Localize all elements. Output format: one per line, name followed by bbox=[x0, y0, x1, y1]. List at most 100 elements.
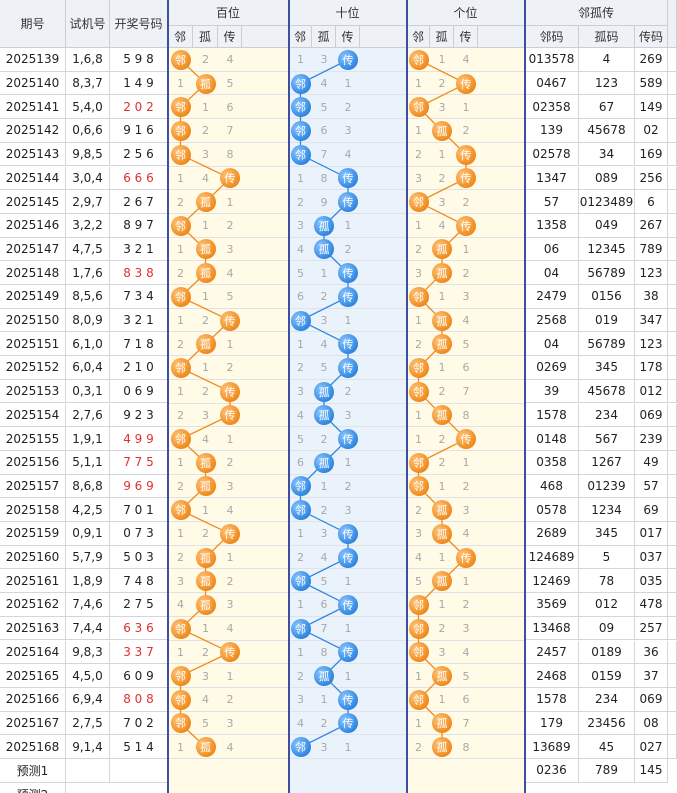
draw-cell: 8 3 8 bbox=[110, 261, 168, 285]
miss-count: 8 bbox=[462, 740, 470, 754]
header-lgc-sub-0: 邻码 bbox=[525, 26, 579, 48]
zone-row-line bbox=[168, 758, 289, 759]
draw-cell: 7 0 1 bbox=[110, 498, 168, 522]
lin-code-cell: 13468 bbox=[525, 616, 579, 641]
chuan-code-cell: 08 bbox=[635, 711, 668, 736]
miss-count: 1 bbox=[297, 645, 304, 659]
miss-count: 1 bbox=[202, 100, 209, 114]
ball-chuan-icon: 传 bbox=[456, 215, 476, 236]
miss-count: 1 bbox=[226, 337, 234, 351]
period-cell: 2025162 bbox=[0, 593, 66, 617]
miss-count: 1 bbox=[438, 148, 446, 162]
miss-count: 1 bbox=[177, 77, 184, 91]
chuan-code-cell: 069 bbox=[635, 687, 668, 712]
extra-cell bbox=[668, 403, 677, 428]
chuan-code-cell: 012 bbox=[635, 379, 668, 404]
draw-cell: 7 1 8 bbox=[110, 332, 168, 357]
miss-count: 5 bbox=[320, 574, 328, 588]
miss-count: 5 bbox=[226, 77, 234, 91]
miss-count: 3 bbox=[177, 574, 184, 588]
miss-count: 2 bbox=[415, 503, 422, 517]
lin-code-cell: 2457 bbox=[525, 640, 579, 665]
miss-count: 2 bbox=[438, 385, 446, 399]
ball-lin-icon: 邻 bbox=[290, 737, 311, 758]
miss-count: 5 bbox=[462, 337, 470, 351]
draw-cell: 3 2 1 bbox=[110, 308, 168, 333]
miss-count: 2 bbox=[177, 479, 184, 493]
miss-count: 2 bbox=[320, 290, 328, 304]
chuan-code-cell: 257 bbox=[635, 616, 668, 641]
period-cell: 2025158 bbox=[0, 498, 66, 522]
miss-count: 1 bbox=[344, 740, 352, 754]
miss-count: 4 bbox=[462, 314, 470, 328]
miss-count: 1 bbox=[226, 669, 234, 683]
miss-count: 2 bbox=[415, 148, 422, 162]
draw-cell: 8 0 8 bbox=[110, 687, 168, 712]
ball-lin-icon: 邻 bbox=[170, 713, 191, 734]
trial-cell: 5,4,0 bbox=[66, 95, 110, 120]
miss-count: 1 bbox=[297, 53, 304, 67]
ball-lin-icon: 邻 bbox=[408, 642, 429, 663]
ball-lin-icon: 邻 bbox=[290, 73, 311, 94]
draw-cell: 2 7 5 bbox=[110, 593, 168, 617]
ball-gu-icon: 孤 bbox=[432, 666, 452, 687]
miss-count: 1 bbox=[177, 242, 184, 256]
draw-cell: 1 4 9 bbox=[110, 71, 168, 96]
trial-cell: 3,0,4 bbox=[66, 166, 110, 191]
lin-code-cell: 02358 bbox=[525, 95, 579, 120]
gu-code-cell: 089 bbox=[579, 166, 635, 191]
miss-count: 6 bbox=[297, 290, 304, 304]
lin-code-cell: 0358 bbox=[525, 450, 579, 475]
miss-count: 4 bbox=[226, 503, 234, 517]
miss-count: 5 bbox=[226, 290, 234, 304]
lin-code-cell: 06 bbox=[525, 237, 579, 262]
miss-count: 2 bbox=[462, 479, 470, 493]
chuan-code-cell: 256 bbox=[635, 166, 668, 191]
header-tens: 十位 bbox=[289, 0, 407, 26]
period-cell: 2025151 bbox=[0, 332, 66, 357]
miss-count: 3 bbox=[415, 527, 422, 541]
lin-code-cell: 468 bbox=[525, 474, 579, 499]
period-cell: 2025140 bbox=[0, 71, 66, 96]
draw-cell: 2 6 7 bbox=[110, 190, 168, 214]
extra-cell bbox=[668, 119, 677, 143]
ball-gu-icon: 孤 bbox=[314, 666, 334, 687]
chuan-code-cell: 347 bbox=[635, 308, 668, 333]
ball-lin-icon: 邻 bbox=[170, 120, 191, 141]
gu-code-cell: 0159 bbox=[579, 664, 635, 688]
draw-cell: 7 7 5 bbox=[110, 450, 168, 475]
lin-code-cell: 1578 bbox=[525, 687, 579, 712]
period-cell: 2025164 bbox=[0, 640, 66, 665]
extra-cell bbox=[668, 427, 677, 451]
draw-cell: 5 9 8 bbox=[110, 48, 168, 72]
gu-code-cell: 5 bbox=[579, 545, 635, 570]
period-cell: 2025147 bbox=[0, 237, 66, 262]
ball-lin-icon: 邻 bbox=[170, 144, 191, 165]
miss-count: 2 bbox=[226, 219, 234, 233]
miss-count: 2 bbox=[297, 361, 304, 375]
miss-count: 3 bbox=[320, 314, 328, 328]
header-lgc-sub-2: 传码 bbox=[635, 26, 668, 48]
extra-cell bbox=[668, 450, 677, 475]
lin-code-cell: 0578 bbox=[525, 498, 579, 522]
chuan-code-cell: 36 bbox=[635, 640, 668, 665]
ball-gu-icon: 孤 bbox=[314, 381, 334, 402]
miss-count: 2 bbox=[438, 432, 446, 446]
period-cell: 2025150 bbox=[0, 308, 66, 333]
ball-lin-icon: 邻 bbox=[170, 666, 191, 687]
zone-row-line bbox=[407, 758, 525, 759]
chuan-code-cell: 149 bbox=[635, 95, 668, 120]
miss-count: 2 bbox=[415, 337, 422, 351]
extra-cell bbox=[668, 285, 677, 309]
miss-count: 1 bbox=[415, 669, 422, 683]
miss-count: 4 bbox=[344, 148, 352, 162]
extra-cell bbox=[668, 522, 677, 546]
trial-cell: 8,3,7 bbox=[66, 71, 110, 96]
ball-lin-icon: 邻 bbox=[290, 144, 311, 165]
draw-cell: 6 0 9 bbox=[110, 664, 168, 688]
miss-count: 7 bbox=[320, 148, 328, 162]
gu-code-cell: 01239 bbox=[579, 474, 635, 499]
header-sub-gap bbox=[478, 26, 525, 48]
lin-code-cell: 04 bbox=[525, 332, 579, 357]
